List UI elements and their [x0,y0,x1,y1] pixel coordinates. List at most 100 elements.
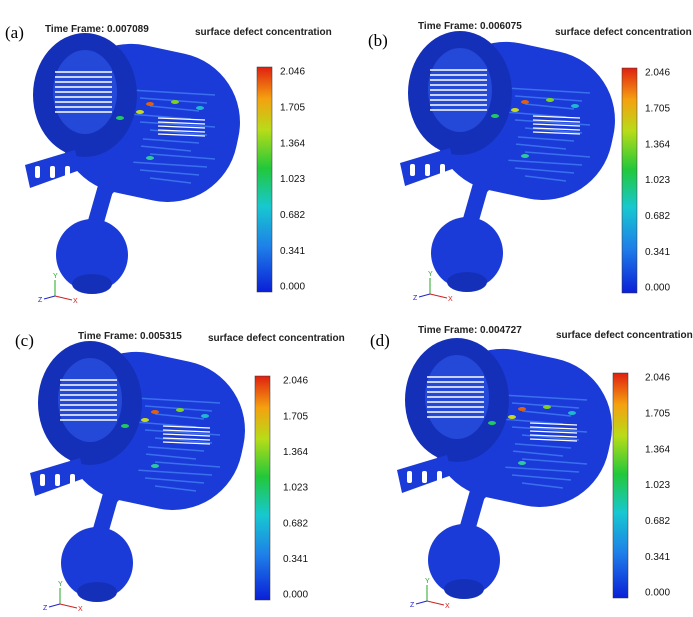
axis-x [54,295,73,301]
colorbar-tick-label: 0.341 [645,247,670,258]
axis-z [43,295,56,300]
streak [511,474,572,481]
streak [524,175,567,182]
streak [511,450,564,457]
gate-hole [440,164,445,176]
stripe [529,422,578,426]
legend-title: surface defect concentration [195,27,332,38]
axis-label: Z [410,602,415,609]
gate-hole [35,166,40,178]
bulb-base [77,582,117,602]
streak [504,87,591,94]
runner [92,440,148,541]
streak [154,437,213,444]
axis-label: Y [428,271,433,278]
gate-hole [55,474,60,486]
axis-x [59,603,78,609]
gate-hole [422,471,427,483]
stripe [162,441,211,445]
streak [521,458,588,465]
colorbar-tick-label: 1.705 [645,408,670,419]
stripe [532,123,581,127]
time-frame: Time Frame: 0.007089 [45,24,149,35]
simulation-render: Y Z X [400,31,615,303]
colorbar-tick-label: 1.023 [280,174,305,185]
colorbar-tick-label: 0.341 [280,246,305,257]
defect-spot [151,464,159,468]
axis-z [418,293,431,298]
streak [139,121,216,128]
colorbar-tick-label: 0.682 [645,211,670,222]
defect-spot [141,418,149,422]
streak [514,167,575,174]
defect-spot [571,104,579,108]
streak [139,145,192,152]
stripe [532,127,581,131]
streak [144,429,221,436]
gate-hole [70,474,75,486]
colorbar-tick-label: 0.000 [645,588,670,599]
defect-spot [543,405,551,409]
stripe [157,121,206,125]
bulb-base [444,579,484,599]
colorbar-tick-label: 1.705 [645,103,670,114]
stripe [529,434,578,438]
runner [459,437,515,538]
colorbar-tick-label: 1.023 [645,480,670,491]
axis-label: Y [58,581,63,588]
axis-label: X [445,603,450,610]
panel-label: (a) [5,23,24,42]
colorbar-tick-label: 0.000 [645,283,670,294]
axis-z [415,600,428,605]
axis-label: Z [43,605,48,612]
streak [154,461,221,468]
streak [504,111,567,118]
stripe [157,133,206,137]
simulation-render: Y Z X [397,338,612,610]
colorbar [256,66,273,293]
defect-spot [511,108,519,112]
streak [149,177,192,184]
bulb [431,217,503,289]
panel-label: (d) [370,331,390,350]
streak [504,159,583,166]
legend-title: surface defect concentration [556,330,693,341]
simulation-render: Y Z X [25,33,240,305]
streak [144,453,197,460]
colorbar-tick-label: 1.023 [645,175,670,186]
streak [129,161,208,168]
stripe [162,433,211,437]
streak [154,413,205,420]
panel: Y Z X (d) Time Frame: 0.004727 surface defect… [370,325,693,610]
colorbar-tick-label: 1.023 [283,483,308,494]
axis-x [429,293,448,299]
colorbar-tick-label: 2.046 [645,68,670,79]
stripe [157,129,206,133]
colorbar-tick-label: 0.000 [280,282,305,293]
colorbar-tick-label: 1.364 [645,444,670,455]
colorbar-tick-label: 0.000 [283,590,308,601]
axis-label: X [73,298,78,305]
defect-spot [518,407,526,411]
panel: Y Z X (c) Time Frame: 0.005315 surface defect… [15,331,345,613]
streak [524,103,575,110]
streak [501,418,564,425]
streak [154,485,197,492]
bulb [56,219,128,291]
time-frame: Time Frame: 0.006075 [418,21,522,32]
colorbar-tick-label: 1.364 [280,138,305,149]
stripe [162,437,211,441]
axis-label: Y [53,273,58,280]
streak [511,426,588,433]
streak [144,477,205,484]
axis-label: X [78,606,83,613]
streak [521,410,572,417]
streak [129,113,192,120]
colorbar [254,375,271,601]
streak [514,119,591,126]
stripe [532,115,581,119]
stripe [532,119,581,123]
stripe [162,425,211,429]
axis-label: Y [425,578,430,585]
streak [129,89,216,96]
